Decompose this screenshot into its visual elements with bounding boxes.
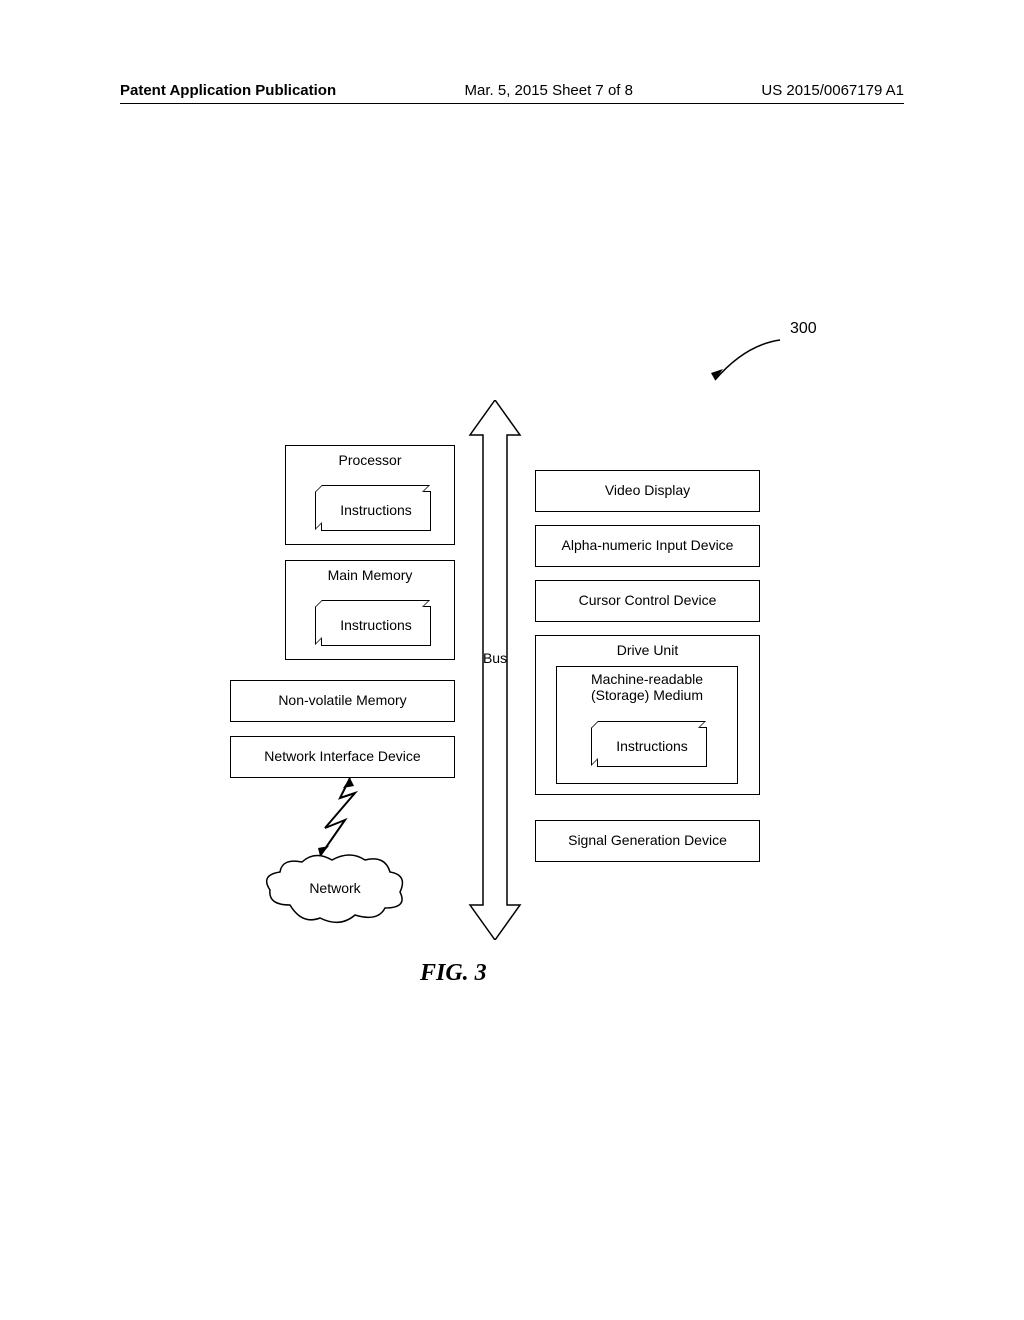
processor-title: Processor [286, 452, 454, 468]
network-interface-title: Network Interface Device [231, 748, 454, 764]
bus-arrow-icon [465, 400, 525, 940]
storage-medium-block: Machine-readable (Storage) Medium Instru… [556, 666, 738, 784]
header-center: Mar. 5, 2015 Sheet 7 of 8 [465, 82, 633, 99]
cursor-control-block: Cursor Control Device [535, 580, 760, 622]
drive-unit-title: Drive Unit [536, 642, 759, 658]
signal-gen-label: Signal Generation Device [536, 832, 759, 848]
processor-block: Processor Instructions [285, 445, 455, 545]
network-label: Network [260, 880, 410, 896]
nonvolatile-block: Non-volatile Memory [230, 680, 455, 722]
main-memory-block: Main Memory Instructions [285, 560, 455, 660]
drive-instructions-3d: Instructions [597, 727, 707, 767]
storage-medium-line1: Machine-readable [557, 671, 737, 687]
reference-number: 300 [790, 320, 817, 338]
drive-unit-block: Drive Unit Machine-readable (Storage) Me… [535, 635, 760, 795]
video-display-label: Video Display [536, 482, 759, 498]
video-display-block: Video Display [535, 470, 760, 512]
cursor-control-label: Cursor Control Device [536, 592, 759, 608]
header-rule [120, 103, 904, 104]
main-memory-instructions-label: Instructions [322, 617, 430, 633]
signal-gen-block: Signal Generation Device [535, 820, 760, 862]
header-row: Patent Application Publication Mar. 5, 2… [120, 82, 904, 99]
page-header: Patent Application Publication Mar. 5, 2… [0, 82, 1024, 104]
alpha-input-label: Alpha-numeric Input Device [536, 537, 759, 553]
storage-medium-line2: (Storage) Medium [557, 687, 737, 703]
alpha-input-block: Alpha-numeric Input Device [535, 525, 760, 567]
main-memory-title: Main Memory [286, 567, 454, 583]
figure-caption: FIG. 3 [420, 960, 487, 987]
header-right: US 2015/0067179 A1 [761, 82, 904, 99]
network-interface-block: Network Interface Device [230, 736, 455, 778]
page: Patent Application Publication Mar. 5, 2… [0, 0, 1024, 1320]
header-left: Patent Application Publication [120, 82, 336, 99]
nonvolatile-title: Non-volatile Memory [231, 692, 454, 708]
processor-instructions-label: Instructions [322, 502, 430, 518]
figure-diagram: 300 Bus Processor Instructions Main Memo… [120, 330, 904, 1030]
processor-instructions-3d: Instructions [321, 491, 431, 531]
main-memory-instructions-3d: Instructions [321, 606, 431, 646]
drive-instructions-label: Instructions [598, 738, 706, 754]
leader-line [685, 335, 785, 395]
bus-label: Bus [470, 650, 520, 666]
